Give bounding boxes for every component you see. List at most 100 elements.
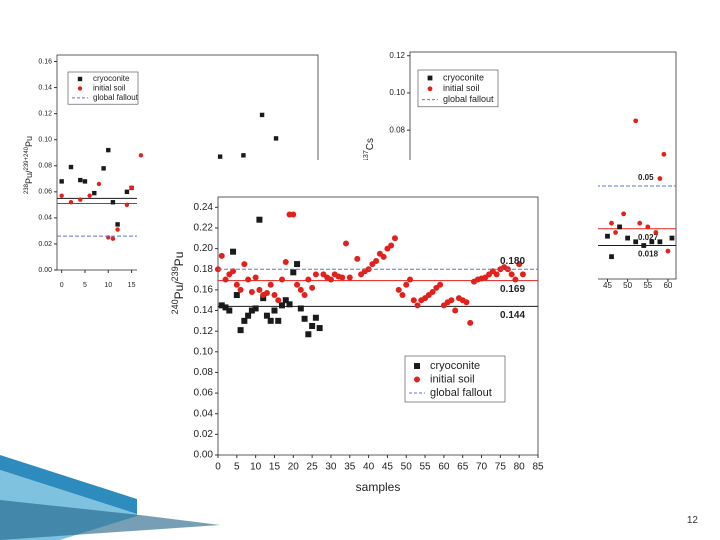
point <box>605 233 610 239</box>
point <box>294 281 301 288</box>
y-axis-label: 137Cs <box>363 138 376 162</box>
y-tick-label: 0.02 <box>38 241 52 248</box>
y-tick-label: 0.18 <box>194 264 214 275</box>
point <box>68 164 74 170</box>
point <box>78 197 83 202</box>
point <box>637 220 643 226</box>
point <box>508 271 515 278</box>
y-label-part: Pu <box>24 136 34 147</box>
point <box>609 220 614 226</box>
reference-label: 0.180 <box>500 256 525 267</box>
x-tick-label: 80 <box>514 462 526 473</box>
x-tick-label: 0 <box>60 282 64 289</box>
point <box>129 185 134 191</box>
point <box>248 288 255 295</box>
point <box>653 230 659 235</box>
point <box>665 248 671 254</box>
y-tick-label: 0.12 <box>389 51 405 60</box>
y-axis-label: 238Pu/239+240Pu <box>24 136 35 194</box>
y-tick-label: 0.02 <box>194 429 214 440</box>
y-tick-label: 0.12 <box>38 110 52 117</box>
y-tick-label: 0.10 <box>194 346 214 357</box>
point <box>414 302 421 309</box>
point <box>452 307 459 314</box>
point <box>657 239 663 245</box>
x-tick-label: 20 <box>288 462 300 473</box>
x-tick-label: 15 <box>128 282 136 289</box>
y-tick-label: 0.08 <box>194 367 214 378</box>
point <box>124 189 130 195</box>
x-axis-label: samples <box>356 480 401 494</box>
point <box>286 301 293 308</box>
y-tick-label: 0.20 <box>194 243 214 254</box>
point <box>301 315 308 322</box>
point <box>305 276 312 283</box>
point <box>297 286 304 293</box>
point <box>59 193 64 198</box>
point <box>263 289 270 296</box>
point <box>267 281 274 288</box>
point <box>259 112 265 118</box>
point <box>252 305 259 312</box>
point <box>248 307 255 314</box>
point <box>625 235 631 241</box>
y-label-part: 239 <box>170 266 180 281</box>
point <box>613 230 618 235</box>
point <box>96 181 102 187</box>
mean-label: 0.144 <box>500 310 525 321</box>
point <box>429 288 436 295</box>
point <box>101 166 106 171</box>
legend-label: global fallout <box>93 93 139 102</box>
point <box>260 295 267 302</box>
point <box>346 274 353 281</box>
point <box>233 292 240 299</box>
point <box>633 118 639 124</box>
point <box>327 276 334 283</box>
point <box>271 307 278 314</box>
point <box>245 276 252 283</box>
point <box>256 216 263 223</box>
point <box>110 236 116 241</box>
point <box>59 179 64 184</box>
legend-label: global fallout <box>430 387 492 399</box>
point <box>279 276 285 283</box>
y-tick-label: 0.06 <box>38 189 52 196</box>
page-number: 12 <box>686 515 698 526</box>
point <box>316 325 323 332</box>
point <box>237 286 244 293</box>
x-tick-label: 30 <box>325 462 337 473</box>
point <box>226 307 233 314</box>
decor-band <box>0 500 220 540</box>
point <box>222 304 229 311</box>
decoration <box>0 455 220 540</box>
y-tick-label: 0.14 <box>38 84 52 91</box>
x-tick-label: 60 <box>663 281 672 290</box>
mean-label: 0.027 <box>638 233 659 242</box>
legend-swatch <box>427 75 433 81</box>
x-tick-label: 35 <box>344 462 356 473</box>
point <box>241 261 248 268</box>
y-tick-label: 0.00 <box>194 450 214 461</box>
y-tick-label: 0.12 <box>194 326 214 337</box>
y-tick-label: 0.16 <box>194 285 214 296</box>
point <box>380 253 387 260</box>
legend-label: initial soil <box>443 83 480 93</box>
point <box>301 292 308 299</box>
y-axis-label: 240Pu/239Pu <box>170 252 186 315</box>
point <box>290 211 297 218</box>
y-tick-label: 0.08 <box>38 163 52 170</box>
point <box>273 136 279 141</box>
y-tick-label: 0.04 <box>194 408 214 419</box>
legend-label: initial soil <box>93 84 126 93</box>
x-tick-label: 0 <box>215 462 221 473</box>
x-tick-label: 75 <box>495 462 507 473</box>
x-tick-label: 25 <box>307 462 319 473</box>
legend-label: global fallout <box>443 94 494 104</box>
x-tick-label: 15 <box>269 462 281 473</box>
point <box>222 276 229 283</box>
point <box>309 323 316 329</box>
y-tick-label: 0.04 <box>38 215 52 222</box>
x-tick-label: 50 <box>401 462 413 473</box>
